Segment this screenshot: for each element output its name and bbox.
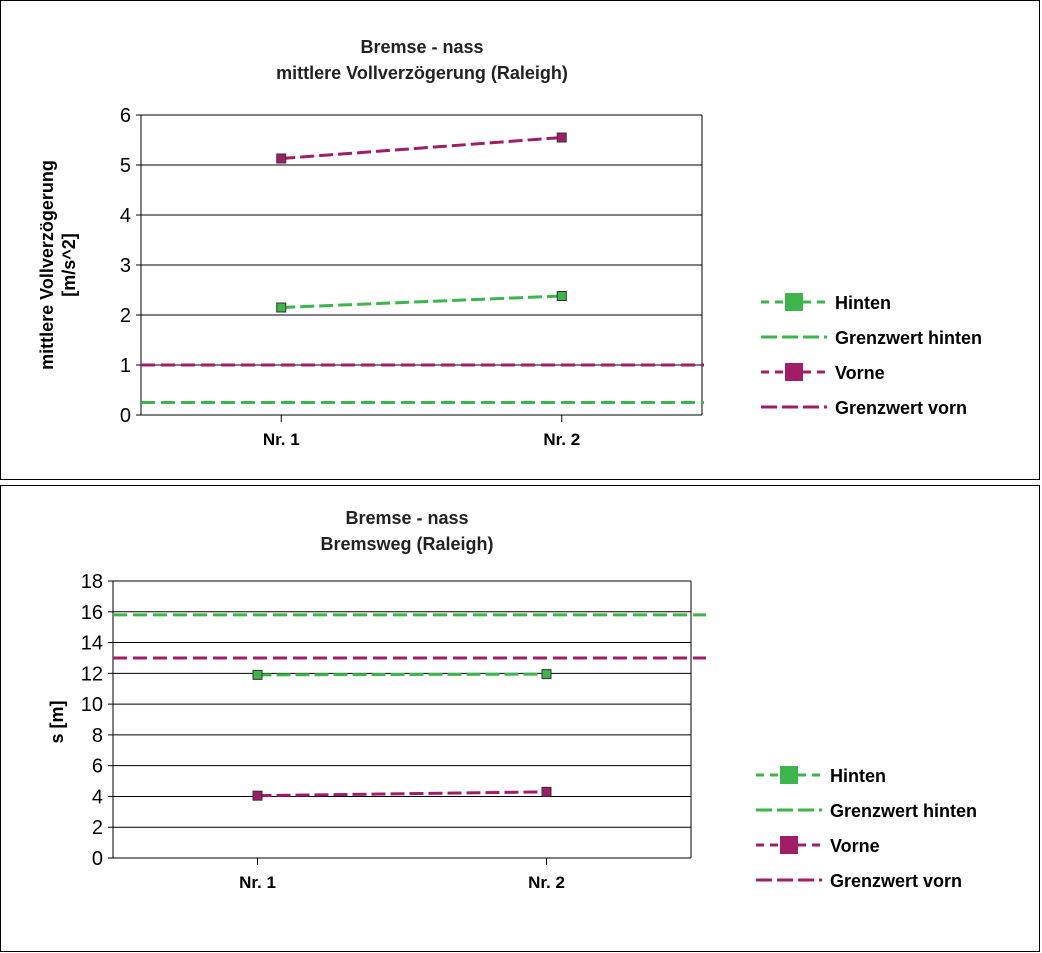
legend-marker-vorne [780, 836, 798, 854]
y-tick-label: 10 [81, 694, 103, 716]
x-tick-label: Nr. 1 [239, 873, 276, 892]
series-line-hinten [281, 294, 562, 309]
y-axis-label-line2: [m/s^2] [59, 233, 79, 297]
legend-label-grenzwert-vorn: Grenzwert vorn [835, 398, 967, 418]
y-tick-label: 14 [81, 633, 103, 655]
data-point-hinten [556, 291, 567, 301]
legend-label-hinten: Hinten [830, 766, 886, 786]
chart-bottom-svg: Bremse - nass Bremsweg (Raleigh) 0 2 4 6 8 10 12… [47, 508, 977, 892]
y-tick-label: 4 [92, 786, 103, 808]
chart-title: Bremse - nass [345, 508, 468, 528]
data-point-vorne [252, 790, 263, 801]
y-tick-label: 2 [120, 305, 131, 327]
y-tick-label: 3 [120, 255, 131, 277]
chart-panel-bottom: Bremse - nass Bremsweg (Raleigh) 0 2 4 6 8 10 12… [0, 485, 1040, 952]
y-tick-label: 1 [120, 355, 131, 377]
x-tick-label: Nr. 2 [528, 873, 565, 892]
y-tick-label: 5 [120, 155, 131, 177]
x-tick-label: Nr. 2 [543, 430, 580, 449]
y-tick-label: 0 [92, 848, 103, 870]
legend-marker-vorne [785, 363, 803, 381]
series-line-hinten [257, 672, 547, 677]
legend-label-grenzwert-vorn: Grenzwert vorn [830, 871, 962, 891]
y-axis-label-line1: mittlere Vollverzögerung [37, 160, 57, 370]
legend-label-grenzwert-hinten: Grenzwert hinten [830, 801, 977, 821]
y-tick-label: 8 [92, 725, 103, 747]
series-line-vorne [257, 790, 547, 798]
y-tick-label: 4 [120, 205, 131, 227]
data-point-vorne [541, 786, 552, 797]
y-tick-label: 12 [81, 663, 103, 685]
data-point-vorne [556, 132, 567, 143]
y-tick-label: 18 [81, 571, 103, 593]
y-tick-label: 6 [92, 756, 103, 778]
chart-subtitle: Bremsweg (Raleigh) [320, 534, 493, 554]
legend-marker-hinten [785, 293, 803, 311]
y-tick-label: 2 [92, 817, 103, 839]
legend-marker-hinten [780, 766, 798, 784]
data-point-hinten [276, 302, 287, 313]
chart-top-svg: Bremse - nass mittlere Vollverzögerung (R… [37, 37, 982, 449]
legend-label-vorne: Vorne [830, 836, 880, 856]
series-line-vorne [281, 136, 562, 160]
data-point-hinten [252, 669, 263, 680]
chart-subtitle: mittlere Vollverzögerung (Raleigh) [276, 63, 568, 83]
y-tick-label: 0 [120, 405, 131, 427]
legend-label-grenzwert-hinten: Grenzwert hinten [835, 328, 982, 348]
x-tick-label: Nr. 1 [263, 430, 300, 449]
legend-label-vorne: Vorne [835, 363, 885, 383]
y-tick-label: 16 [81, 602, 103, 624]
chart-title: Bremse - nass [360, 37, 483, 57]
y-tick-label: 6 [120, 105, 131, 127]
chart-panel-top: Bremse - nass mittlere Vollverzögerung (R… [0, 0, 1040, 480]
data-point-hinten [541, 669, 552, 680]
y-axis-label: s [m] [47, 700, 67, 743]
data-point-vorne [276, 153, 287, 164]
legend-label-hinten: Hinten [835, 293, 891, 313]
